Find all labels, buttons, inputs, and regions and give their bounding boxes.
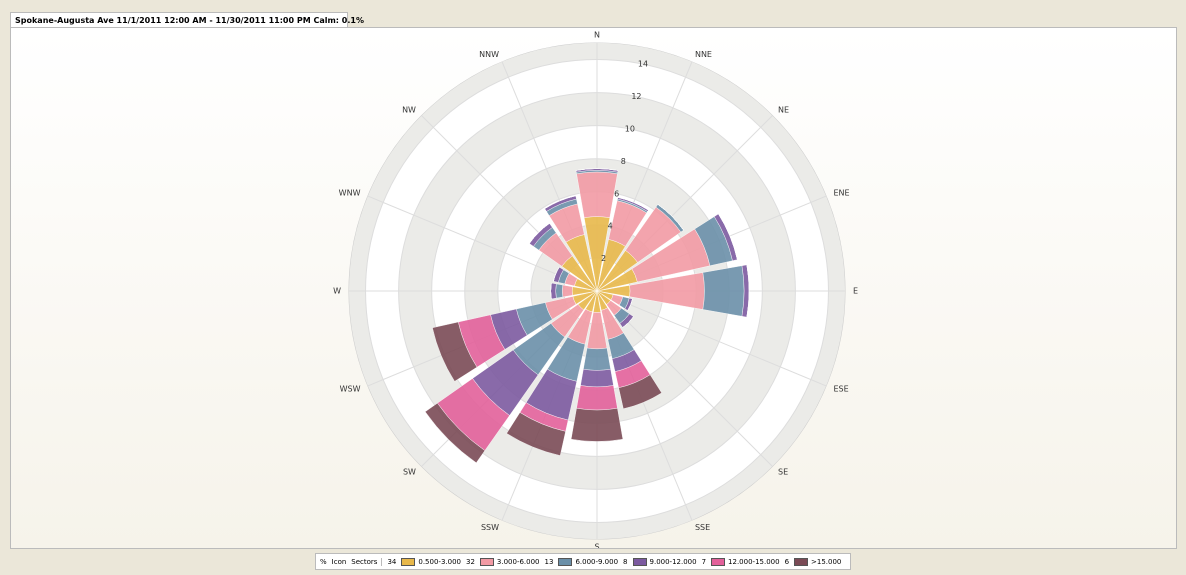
direction-label: NW (402, 105, 416, 114)
direction-label: SSW (481, 523, 499, 532)
legend-swatch (479, 557, 494, 566)
legend-swatch (558, 557, 573, 566)
legend: % Icon Sectors 34 0.500-3.000 32 3.000-6.00… (315, 553, 852, 570)
legend-label: 3.000-6.000 (496, 557, 540, 566)
legend-swatch (711, 557, 726, 566)
chart-panel: 2 4 6 8 10 12 14 N NNE NE ENE E ESE SE SSE S SSW SW WSW W WN… (10, 27, 1177, 552)
legend-label: >15.000 (811, 557, 842, 566)
legend-entry: >15.000 (794, 557, 842, 566)
sector-segment (562, 284, 573, 298)
sector-segment (555, 283, 564, 299)
legend-label: 0.500-3.000 (418, 557, 461, 566)
sector-segment (424, 402, 486, 464)
direction-label: N (594, 31, 600, 40)
legend-entry: 3.000-6.000 (479, 557, 540, 566)
r-tick-label: 8 (621, 157, 626, 166)
sector-segment (529, 223, 550, 244)
legend-percent: 7 (701, 557, 707, 566)
direction-label: NE (778, 105, 789, 114)
direction-label: WNW (339, 189, 361, 198)
legend-label: 12.000-15.000 (728, 557, 780, 566)
direction-label: ENE (834, 189, 850, 198)
direction-label: SW (403, 468, 416, 477)
legend-entry: 12.000-15.000 (711, 557, 780, 566)
direction-label: NNE (695, 50, 712, 59)
legend-percent: 32 (465, 557, 475, 566)
r-tick-label: 12 (631, 92, 641, 101)
direction-label: NNW (479, 50, 499, 59)
sector-segment (583, 347, 611, 371)
legend-header: Icon (331, 557, 347, 566)
legend-header: Sectors (351, 557, 383, 566)
r-tick-label: 4 (608, 222, 613, 231)
spoke (596, 290, 827, 387)
legend-entry: 9.000-12.000 (632, 557, 697, 566)
r-tick-label: 6 (614, 189, 619, 198)
sector-segment (718, 213, 738, 260)
sector-segment (576, 385, 618, 411)
chart-title: Spokane-Augusta Ave 11/1/2011 12:00 AM -… (10, 12, 364, 27)
legend-swatch (794, 557, 809, 566)
legend-swatch (401, 557, 416, 566)
legend-percent: 13 (544, 557, 554, 566)
legend-percent: 34 (387, 557, 397, 566)
legend-entry: 6.000-9.000 (558, 557, 619, 566)
r-tick-label: 10 (625, 124, 635, 133)
legend-label: 9.000-12.000 (649, 557, 697, 566)
sector-segment (575, 168, 619, 171)
legend-label: 6.000-9.000 (575, 557, 619, 566)
legend-entry: 0.500-3.000 (401, 557, 461, 566)
legend-header: % (320, 557, 327, 566)
sector-segment (550, 282, 557, 300)
sector-segment (550, 283, 552, 299)
legend-percent: 8 (623, 557, 628, 566)
direction-label: E (853, 287, 858, 296)
sector-segment (506, 412, 566, 456)
sector-segment (553, 266, 560, 282)
direction-label: ESE (834, 384, 849, 393)
sector-segment (570, 408, 624, 442)
direction-label: WSW (340, 384, 361, 393)
sector-segment (580, 368, 614, 388)
sector-segment (432, 321, 478, 382)
legend-swatch (632, 557, 647, 566)
chart: 2 4 6 8 10 12 14 N NNE NE ENE E ESE SE SSE S SSW SW WSW W WN… (333, 31, 858, 552)
r-tick-label: 2 (601, 254, 606, 263)
sector-segment (702, 265, 745, 317)
direction-label: SE (778, 468, 788, 477)
legend-percent: 6 (784, 557, 790, 566)
direction-label: S (594, 543, 599, 549)
sector-segment (618, 374, 662, 410)
direction-label: SSE (695, 523, 710, 532)
r-tick-label: 14 (638, 60, 648, 69)
direction-label: W (333, 287, 341, 296)
